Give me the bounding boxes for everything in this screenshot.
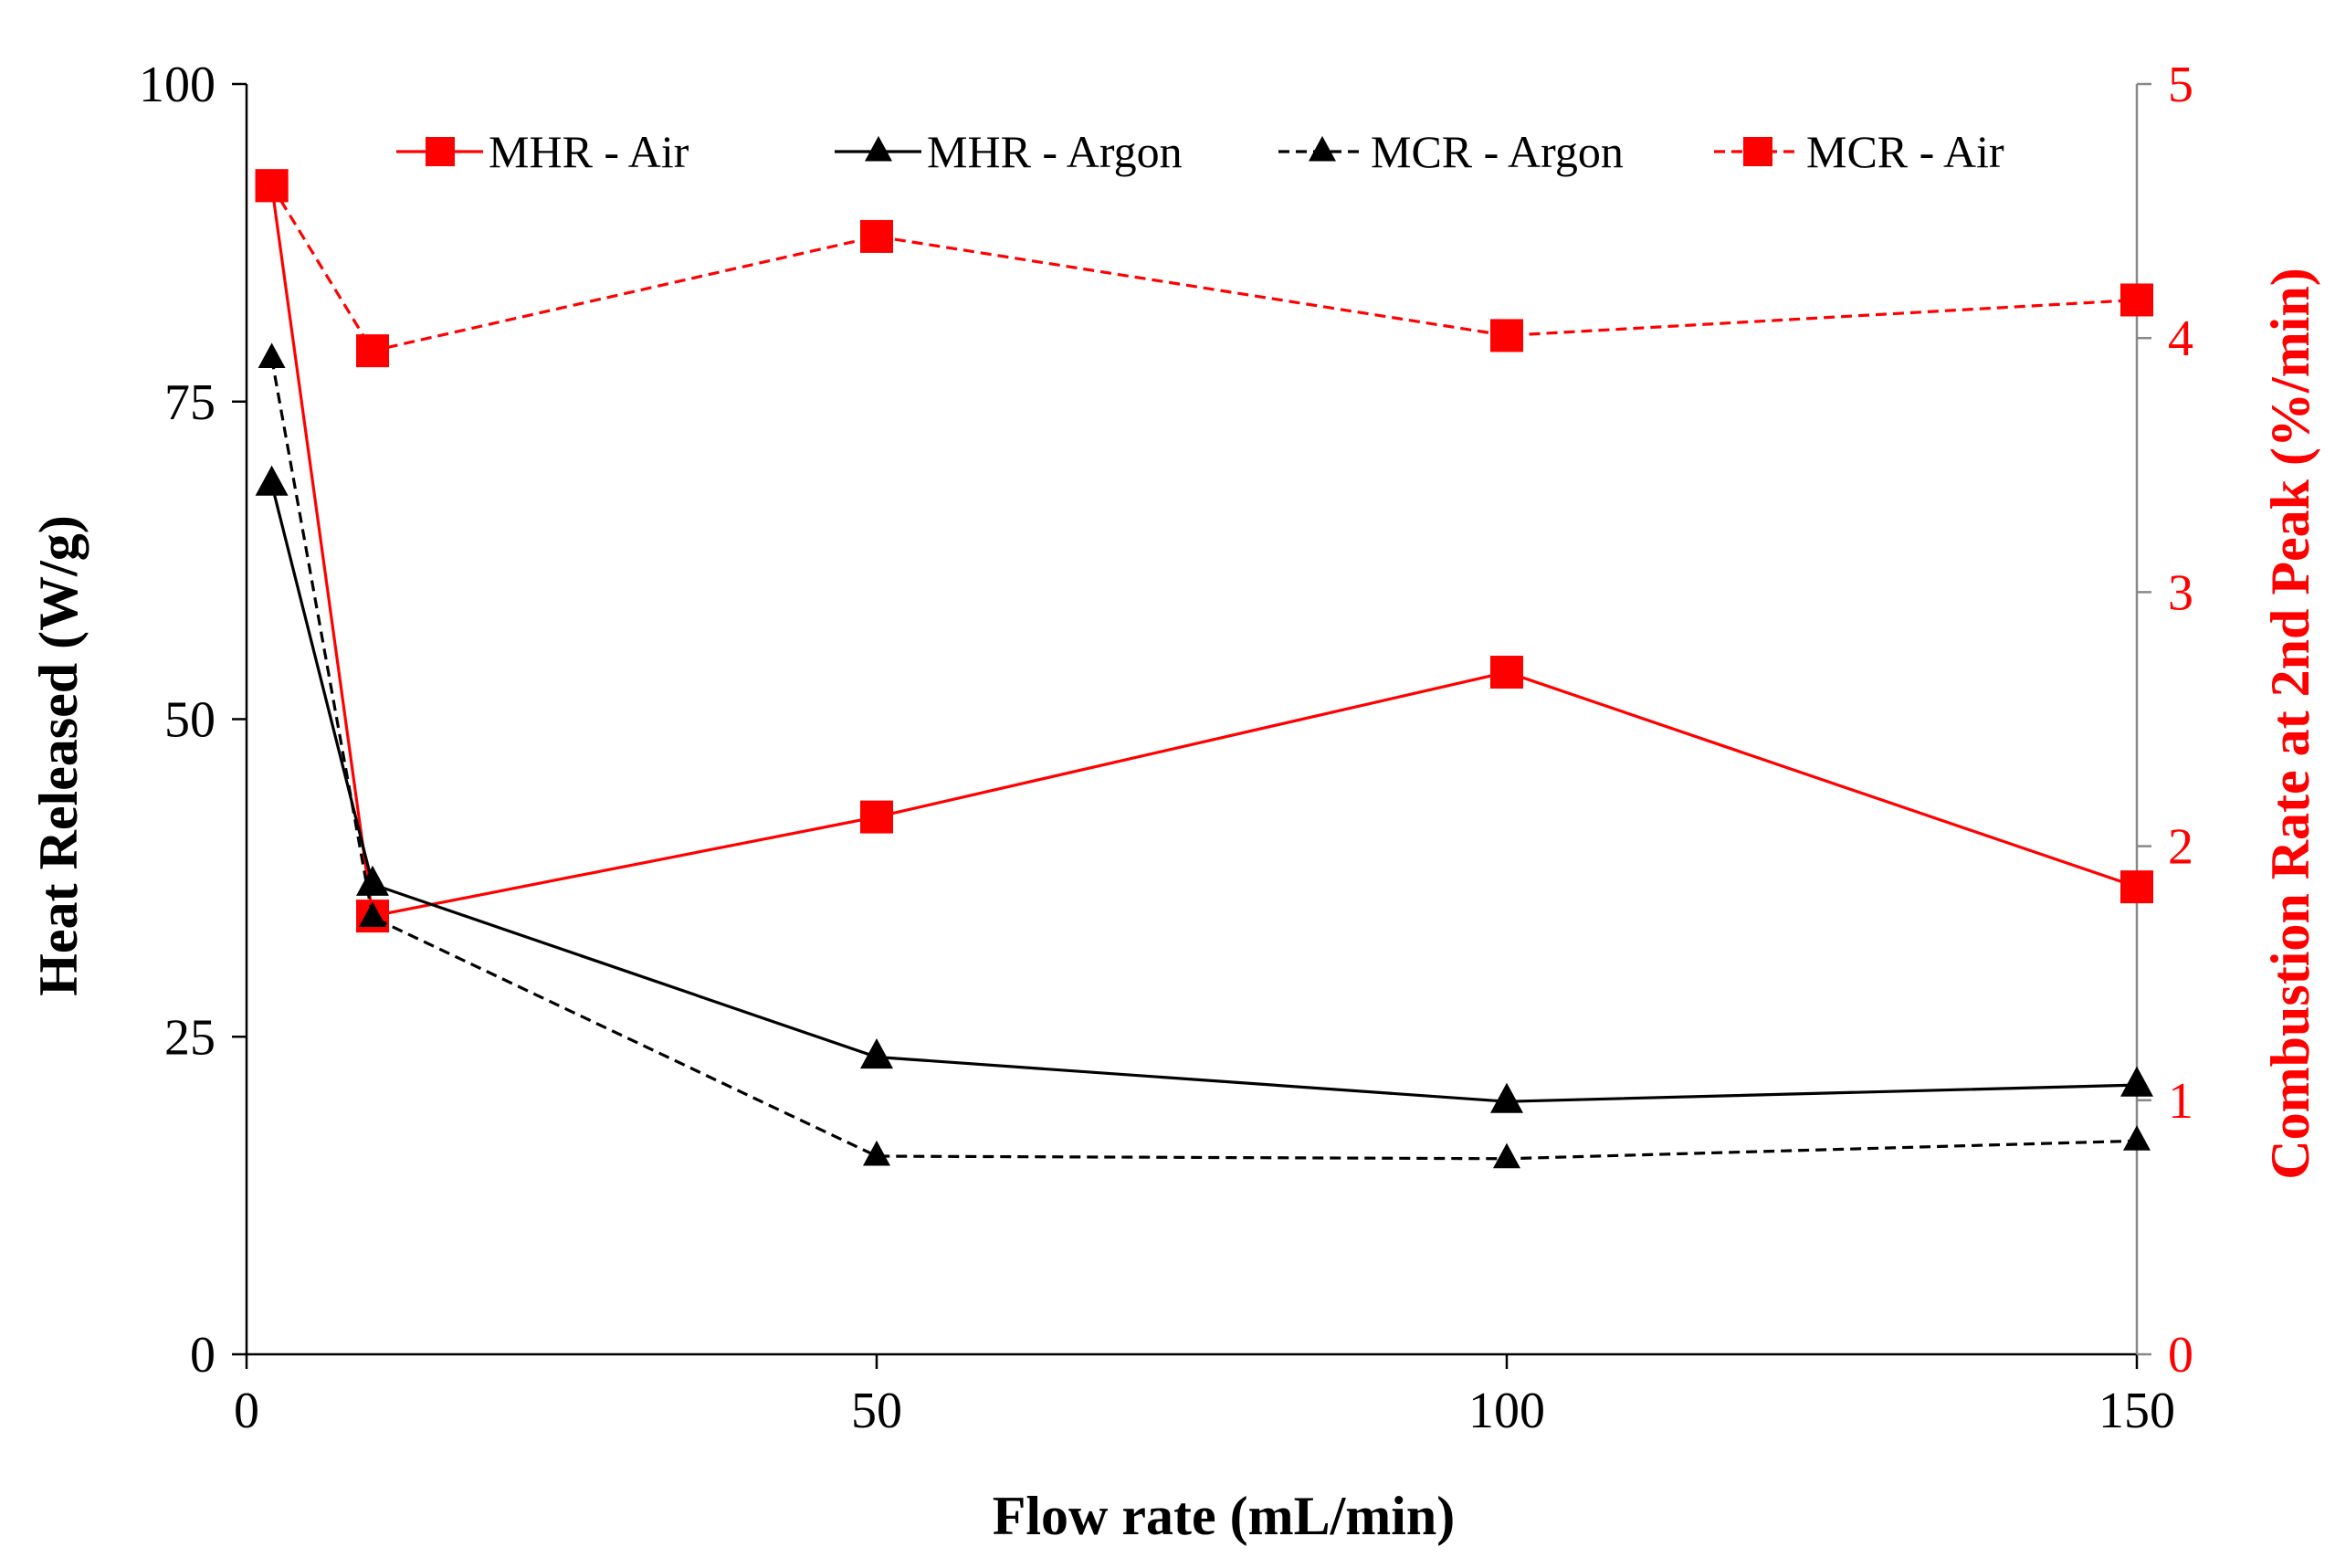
legend-label: MHR - Argon	[927, 126, 1183, 177]
y-left-tick-label: 25	[164, 1009, 216, 1066]
data-point-mhr-argon	[860, 1037, 893, 1069]
legend-marker	[1743, 137, 1772, 166]
legend-item-mhr-air: MHR - Air	[396, 126, 689, 177]
data-point-mcr-argon	[863, 1140, 890, 1166]
data-point-mhr-argon	[255, 465, 289, 496]
data-point-mcr-air	[2120, 283, 2153, 317]
data-point-mhr-argon	[2120, 1066, 2153, 1097]
y-left-tick-label: 50	[164, 692, 216, 749]
y-right-tick-label: 0	[2168, 1327, 2193, 1384]
data-point-mcr-argon	[1493, 1142, 1520, 1169]
y-left-tick-label: 0	[190, 1327, 216, 1384]
y-right-tick-label: 4	[2168, 310, 2193, 367]
data-point-mhr-air	[860, 800, 893, 834]
data-point-mcr-argon	[2123, 1125, 2151, 1151]
axis-titles: Flow rate (mL/min) Heat Released (W/g) C…	[28, 268, 2320, 1546]
x-axis-title: Flow rate (mL/min)	[993, 1486, 1456, 1546]
legend-marker	[1309, 135, 1336, 162]
y-right-tick-label: 2	[2168, 819, 2193, 876]
data-point-mcr-argon	[258, 342, 286, 368]
y-right-tick-label: 3	[2168, 564, 2193, 621]
y-axis-left-title: Heat Released (W/g)	[28, 515, 89, 996]
legend-label: MCR - Argon	[1371, 126, 1624, 177]
data-point-mhr-air	[1490, 656, 1523, 689]
data-point-mhr-argon	[356, 865, 389, 896]
y-left-tick-label: 100	[139, 57, 216, 113]
x-tick-label: 100	[1468, 1383, 1545, 1439]
legend-item-mcr-air: MCR - Air	[1714, 126, 2004, 177]
x-tick-label: 0	[234, 1383, 259, 1439]
y-axis-right-title: Combustion Rate at 2nd Peak (%/min)	[2260, 268, 2320, 1179]
series-mcr-air	[255, 169, 2153, 368]
data-point-mcr-air	[255, 169, 289, 203]
data-point-mcr-air	[356, 334, 389, 368]
legend-label: MCR - Air	[1806, 126, 2004, 177]
data-point-mcr-argon	[359, 901, 386, 927]
data-point-mhr-air	[2120, 870, 2153, 904]
y-right-tick-label: 1	[2168, 1073, 2193, 1130]
legend-item-mcr-argon: MCR - Argon	[1278, 126, 1624, 177]
x-tick-label: 50	[851, 1383, 902, 1439]
data-point-mhr-argon	[1490, 1082, 1523, 1113]
series-mcr-argon	[258, 342, 2151, 1169]
legend: MHR - Air MHR - Argon MCR - Argon MCR - Air	[396, 126, 2004, 177]
x-tick-label: 150	[2098, 1383, 2175, 1439]
series-mhr-argon	[255, 465, 2153, 1113]
legend-label: MHR - Air	[489, 126, 689, 177]
legend-item-mhr-argon: MHR - Argon	[835, 126, 1183, 177]
y-left-tick-label: 75	[164, 374, 216, 431]
legend-marker	[426, 137, 455, 166]
data-point-mcr-air	[860, 219, 893, 253]
series-layer	[255, 169, 2153, 1169]
y-right-tick-label: 5	[2168, 57, 2193, 113]
legend-marker	[865, 135, 892, 162]
series-line-mcr-argon	[270, 358, 2138, 1161]
data-point-mcr-air	[1490, 319, 1523, 353]
series-line-mcr-air	[270, 184, 2138, 353]
